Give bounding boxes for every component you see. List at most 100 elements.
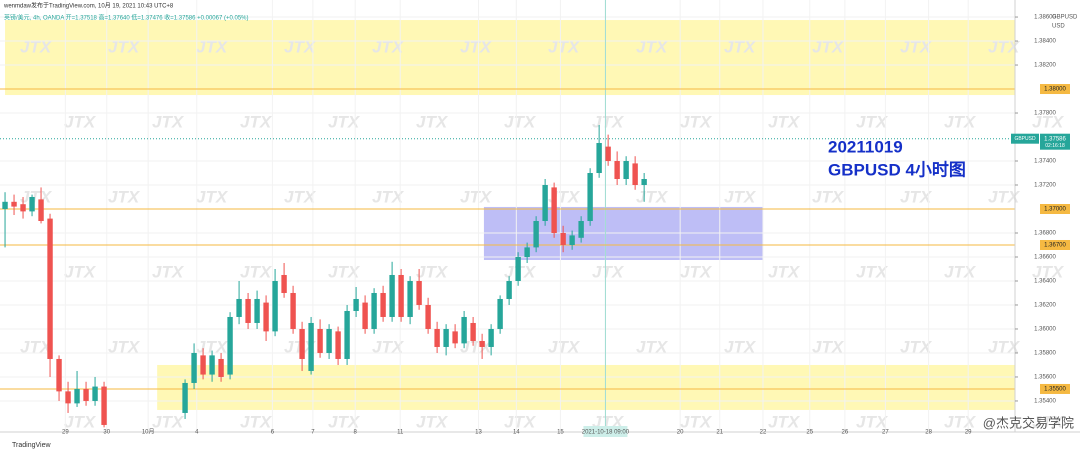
candle-body [11, 201, 17, 207]
y-tick-label: 1.35600 [1034, 375, 1056, 381]
watermark: JTX [460, 37, 493, 56]
level-label-bg [1040, 84, 1070, 95]
x-tick-label: 28 [925, 430, 932, 436]
watermark: JTX [1032, 262, 1065, 281]
watermark: JTX [636, 337, 669, 356]
x-tick-label: 10月 [142, 429, 155, 436]
y-tick-label: 1.38200 [1034, 63, 1056, 69]
candle-body [425, 304, 431, 329]
watermark: JTX [240, 112, 273, 131]
candle-body [641, 179, 647, 186]
candle-body [254, 298, 260, 323]
candle-body [443, 328, 449, 347]
candle-body [65, 391, 71, 404]
x-tick-highlight [583, 426, 628, 437]
watermark: JTX [944, 412, 977, 431]
currency: USD [1052, 24, 1065, 30]
candle-body [551, 187, 557, 233]
candle-body [560, 232, 566, 245]
watermark: JTX [416, 262, 449, 281]
y-tick-label: 1.37400 [1034, 159, 1056, 165]
candle-body [335, 331, 341, 359]
watermark: JTX [988, 187, 1021, 206]
candle-body [236, 298, 242, 317]
candle-body [461, 316, 467, 344]
x-tick-label: 25 [806, 430, 813, 436]
watermark: JTX [724, 337, 757, 356]
candle-body [398, 274, 404, 317]
watermark: JTX [944, 112, 977, 131]
candle-body [47, 218, 53, 359]
watermark: JTX [416, 112, 449, 131]
candle-body [623, 161, 629, 180]
watermark: JTX [372, 187, 405, 206]
watermark: JTX [988, 37, 1021, 56]
candle-body [38, 199, 44, 221]
watermark: JTX [768, 412, 801, 431]
watermark: JTX [64, 262, 97, 281]
candle-body [389, 274, 395, 317]
y-tick-label: 1.36200 [1034, 303, 1056, 309]
watermark: JTX [856, 412, 889, 431]
x-tick-label: 4 [195, 430, 199, 436]
zone [5, 20, 1016, 96]
x-tick-label: 6 [271, 430, 275, 436]
candle-body [452, 331, 458, 344]
watermark: JTX [20, 37, 53, 56]
y-tick-label: 1.36600 [1034, 255, 1056, 261]
watermark: JTX [196, 187, 229, 206]
x-tick-label: 22 [760, 430, 767, 436]
level-label: 1.35500 [1044, 387, 1066, 393]
x-tick-label: 14 [513, 430, 520, 436]
x-tick-label: 30 [103, 430, 110, 436]
candle-body [632, 163, 638, 186]
candle-body [308, 322, 314, 371]
watermark: JTX [1032, 412, 1065, 431]
candle-body [101, 386, 107, 425]
grid [0, 0, 1015, 430]
watermark: JTX [724, 37, 757, 56]
candle-body [74, 388, 80, 404]
watermark: JTX [108, 187, 141, 206]
watermark: JTX [460, 187, 493, 206]
watermark: JTX [152, 412, 185, 431]
watermark: JTX [900, 37, 933, 56]
candle-body [2, 201, 8, 210]
current-price-bg [1040, 133, 1070, 150]
candle-body [290, 292, 296, 329]
watermark: JTX [1032, 112, 1065, 131]
watermark: JTX [592, 112, 625, 131]
watermark: JTX [724, 187, 757, 206]
candle-body [353, 298, 359, 311]
candle-body [263, 302, 269, 332]
y-tick-label: 1.36000 [1034, 327, 1056, 333]
candle-body [362, 302, 368, 329]
watermark: JTX [284, 187, 317, 206]
watermark: JTX [108, 337, 141, 356]
y-tick-label: 1.36400 [1034, 279, 1056, 285]
header-line2: 英镑/美元, 4h, OANDA 开=1.37518 高=1.37640 低=1… [4, 14, 249, 22]
candle-body [614, 161, 620, 180]
candle-body [20, 204, 26, 212]
watermark: JTX [20, 187, 53, 206]
candle-body [83, 388, 89, 401]
zone [157, 364, 1015, 410]
candle-body [515, 256, 521, 281]
watermark: JTX [856, 112, 889, 131]
countdown: 02:16:18 [1045, 143, 1065, 149]
candle-body [524, 247, 530, 257]
y-tick-label: 1.35800 [1034, 351, 1056, 357]
candle-body [542, 185, 548, 221]
level-label-bg [1040, 239, 1070, 250]
y-tick-label: 1.38400 [1034, 39, 1056, 45]
x-tick-label: 26 [842, 430, 849, 436]
candle-body [569, 235, 575, 245]
candle-body [299, 328, 305, 359]
x-tick-label: 20 [677, 430, 684, 436]
x-tick-label: 21 [716, 430, 723, 436]
x-tick-label: 2021-10-18 09:00 [582, 430, 630, 436]
annotation: GBPUSD 4小时图 [828, 160, 966, 179]
level-label-bg [1040, 383, 1070, 394]
x-tick-label: 29 [965, 430, 972, 436]
